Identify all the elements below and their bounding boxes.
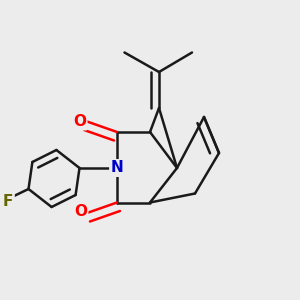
Text: O: O [74,204,87,219]
Text: F: F [3,194,13,208]
Text: O: O [73,114,86,129]
Text: N: N [111,160,123,175]
